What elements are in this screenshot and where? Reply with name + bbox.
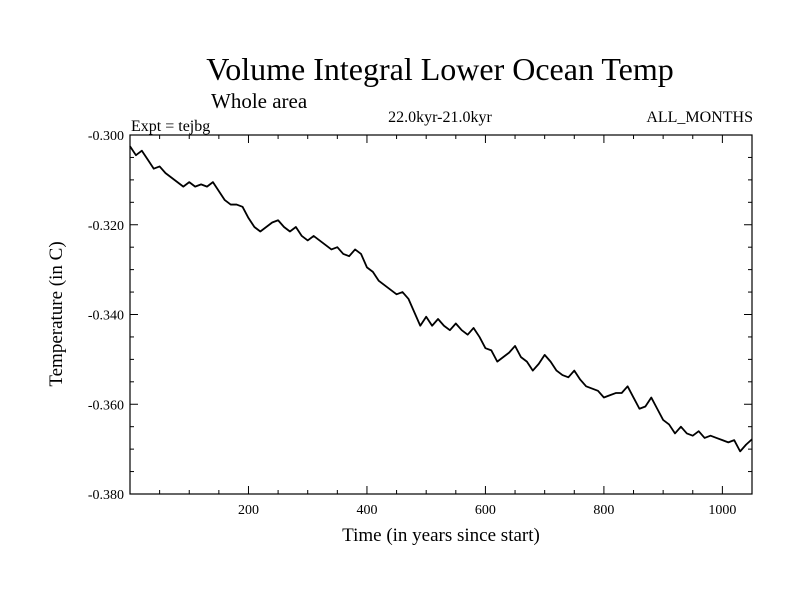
y-tick-label: -0.340 bbox=[88, 309, 124, 324]
series-layer bbox=[129, 145, 753, 453]
x-tick-label: 1000 bbox=[708, 503, 736, 518]
y-tick-label: -0.380 bbox=[88, 488, 124, 503]
x-tick-label: 400 bbox=[356, 503, 377, 518]
period-label: 22.0kyr-21.0kyr bbox=[388, 109, 492, 126]
y-axis: -0.300 -0.320 -0.340 -0.360 -0.380 bbox=[88, 129, 752, 503]
x-tick-label: 200 bbox=[238, 503, 259, 518]
plot-frame bbox=[129, 134, 753, 495]
x-tick-label: 800 bbox=[593, 503, 614, 518]
y-tick-label: -0.300 bbox=[88, 129, 124, 144]
experiment-label: Expt = tejbg bbox=[131, 118, 210, 135]
y-axis-label: Temperature (in C) bbox=[46, 241, 67, 386]
x-axis: 200 400 600 800 1000 bbox=[159, 135, 736, 518]
x-tick-label: 600 bbox=[475, 503, 496, 518]
y-tick-label: -0.320 bbox=[88, 219, 124, 234]
chart-subtitle: Whole area bbox=[211, 89, 308, 113]
y-tick-label: -0.360 bbox=[88, 398, 124, 413]
chart-title: Volume Integral Lower Ocean Temp bbox=[206, 51, 674, 87]
months-label: ALL_MONTHS bbox=[646, 109, 753, 126]
x-axis-label: Time (in years since start) bbox=[342, 525, 540, 546]
series-line bbox=[129, 145, 753, 453]
